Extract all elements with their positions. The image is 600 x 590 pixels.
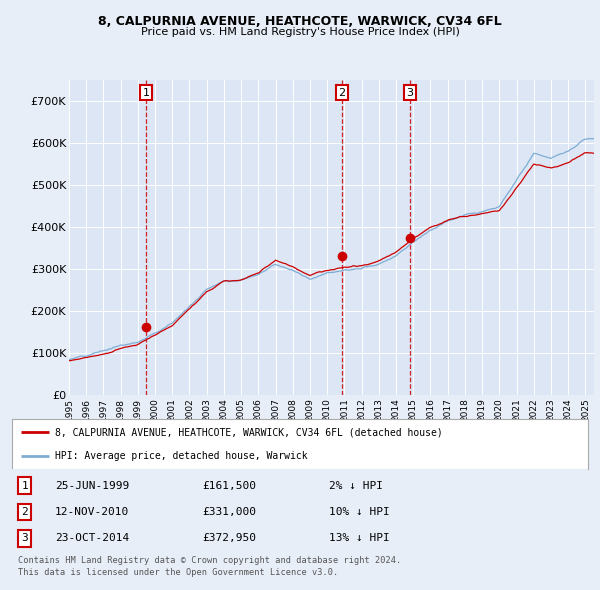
Text: 13% ↓ HPI: 13% ↓ HPI bbox=[329, 533, 389, 543]
Text: 1: 1 bbox=[143, 87, 149, 97]
Text: 1: 1 bbox=[21, 481, 28, 490]
Text: Contains HM Land Registry data © Crown copyright and database right 2024.: Contains HM Land Registry data © Crown c… bbox=[18, 556, 401, 565]
Text: 3: 3 bbox=[21, 533, 28, 543]
Text: Price paid vs. HM Land Registry's House Price Index (HPI): Price paid vs. HM Land Registry's House … bbox=[140, 27, 460, 37]
Text: 2: 2 bbox=[338, 87, 346, 97]
Text: £372,950: £372,950 bbox=[202, 533, 256, 543]
Text: 12-NOV-2010: 12-NOV-2010 bbox=[55, 507, 130, 517]
Text: 8, CALPURNIA AVENUE, HEATHCOTE, WARWICK, CV34 6FL: 8, CALPURNIA AVENUE, HEATHCOTE, WARWICK,… bbox=[98, 15, 502, 28]
Text: HPI: Average price, detached house, Warwick: HPI: Average price, detached house, Warw… bbox=[55, 451, 308, 461]
Text: 2% ↓ HPI: 2% ↓ HPI bbox=[329, 481, 383, 490]
Text: £331,000: £331,000 bbox=[202, 507, 256, 517]
Text: 25-JUN-1999: 25-JUN-1999 bbox=[55, 481, 130, 490]
Text: 2: 2 bbox=[21, 507, 28, 517]
Text: 8, CALPURNIA AVENUE, HEATHCOTE, WARWICK, CV34 6FL (detached house): 8, CALPURNIA AVENUE, HEATHCOTE, WARWICK,… bbox=[55, 427, 443, 437]
Text: 23-OCT-2014: 23-OCT-2014 bbox=[55, 533, 130, 543]
Text: 10% ↓ HPI: 10% ↓ HPI bbox=[329, 507, 389, 517]
Text: 3: 3 bbox=[406, 87, 413, 97]
Text: £161,500: £161,500 bbox=[202, 481, 256, 490]
Text: This data is licensed under the Open Government Licence v3.0.: This data is licensed under the Open Gov… bbox=[18, 568, 338, 576]
